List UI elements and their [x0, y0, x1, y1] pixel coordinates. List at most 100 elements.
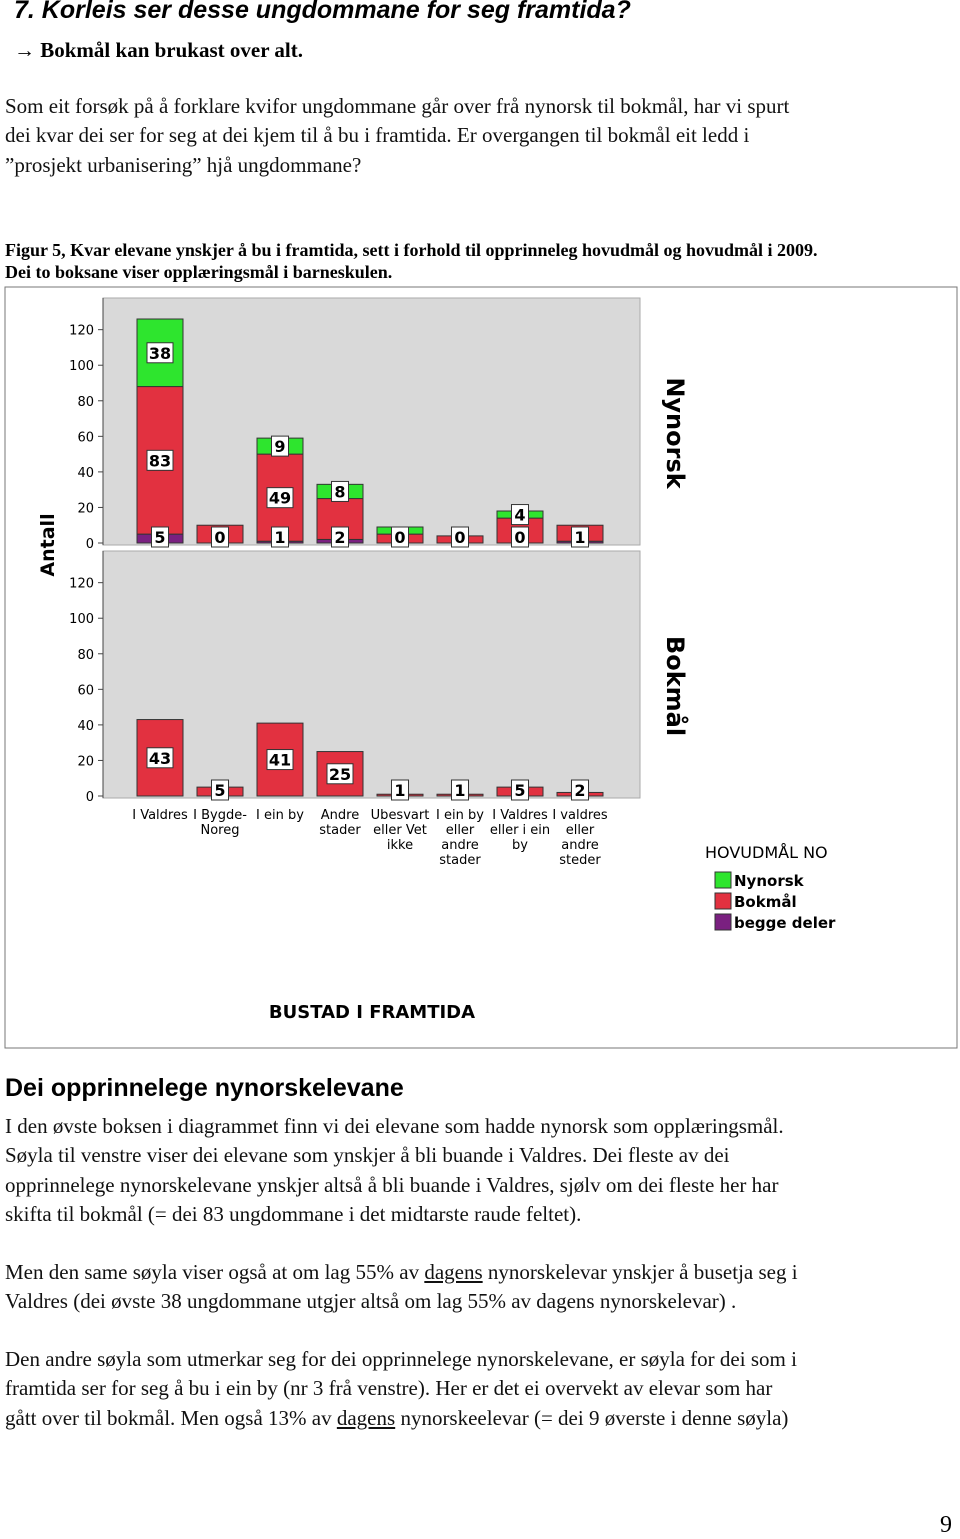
- value-label: 38: [149, 344, 171, 363]
- figure-caption: Figur 5, Kvar elevane ynskjer å bu i fra…: [5, 239, 818, 283]
- intro-paragraph: Som eit forsøk på å forklare kvifor ungd…: [5, 92, 789, 180]
- value-label-box: [326, 763, 354, 785]
- value-label-box: [511, 526, 529, 548]
- value-label-box: [511, 779, 529, 801]
- value-label-box: [451, 779, 469, 801]
- text-line: Søyla til venstre viser dei elevane som …: [5, 1143, 730, 1168]
- legend-swatch: [714, 913, 732, 931]
- paragraph: Men den same søyla viser også at om lag …: [5, 1258, 798, 1317]
- section-title: Dei opprinnelege nynorskelevane: [5, 1074, 404, 1102]
- value-label: 0: [214, 528, 225, 547]
- value-label: 41: [269, 751, 291, 770]
- value-label-box: [271, 526, 289, 548]
- y-tick-label: 80: [77, 395, 94, 410]
- value-label: 2: [334, 528, 345, 547]
- text-line: skifta til bokmål (= dei 83 ungdommane i…: [5, 1201, 582, 1226]
- value-label: 1: [274, 528, 285, 547]
- text-span: gått over til bokmål. Men også 13% av: [5, 1405, 337, 1430]
- y-tick-label: 80: [77, 648, 94, 663]
- value-label-box: [211, 779, 229, 801]
- value-label-box: [151, 526, 169, 548]
- y-tick-label: 20: [77, 501, 94, 516]
- value-label-box: [571, 779, 589, 801]
- value-label: 1: [394, 781, 405, 800]
- panel-label: Nynorsk: [661, 377, 689, 489]
- plot-area: [102, 550, 641, 799]
- text-line: Men den same søyla viser også at om lag …: [5, 1258, 798, 1287]
- value-label: 5: [154, 528, 165, 547]
- value-label: 83: [149, 451, 171, 470]
- value-label: 5: [514, 781, 525, 800]
- value-label-box: [331, 526, 349, 548]
- value-label-box: [146, 747, 174, 769]
- caption-line: Figur 5, Kvar elevane ynskjer å bu i fra…: [5, 240, 818, 260]
- text-span: nynorskelevar ynskjer å busetja seg i: [482, 1259, 798, 1284]
- value-label-box: [266, 749, 294, 771]
- value-label-box: [146, 449, 174, 471]
- text-line: gått over til bokmål. Men også 13% av da…: [5, 1404, 798, 1433]
- x-tick-label: I Bygde-Noreg: [193, 808, 247, 838]
- y-tick-label: 120: [69, 324, 94, 339]
- value-label: 8: [334, 482, 345, 501]
- x-axis-title: BUSTAD I FRAMTIDA: [269, 1002, 475, 1023]
- value-label: 9: [274, 437, 285, 456]
- y-axis-title: Antall: [37, 513, 59, 576]
- value-label: 0: [454, 528, 465, 547]
- value-label-box: [211, 526, 229, 548]
- text-line: opprinnelege nynorskelevane ynskjer alts…: [5, 1172, 779, 1197]
- x-tick-label: I Valdres eller i ein by: [490, 808, 550, 853]
- paragraph: I den øvste boksen i diagrammet finn vi …: [5, 1112, 798, 1229]
- value-label-box: [571, 526, 589, 548]
- y-tick-label: 20: [77, 754, 94, 769]
- section-body: I den øvste boksen i diagrammet finn vi …: [5, 1112, 798, 1461]
- text-line: ”prosjekt urbanisering” hjå ungdommane?: [5, 152, 362, 177]
- value-label: 5: [214, 781, 225, 800]
- value-label: 2: [574, 781, 585, 800]
- value-label: 25: [329, 765, 351, 784]
- legend-label: Nynorsk: [734, 872, 805, 890]
- text-line: framtida ser for seg å bu i ein by (nr 3…: [5, 1376, 773, 1401]
- legend-swatch: [714, 892, 732, 910]
- panel-label: Bokmål: [661, 636, 690, 736]
- heading: 7. Korleis ser desse ungdommane for seg …: [14, 0, 631, 24]
- text-line: Valdres (dei øvste 38 ungdommane utgjer …: [5, 1289, 737, 1314]
- x-tick-label: I valdres eller andre steder: [552, 808, 608, 868]
- x-tick-label: I ein by: [256, 808, 304, 823]
- y-tick-label: 120: [69, 577, 94, 592]
- text-line: Den andre søyla som utmerkar seg for dei…: [5, 1346, 797, 1371]
- y-tick-label: 100: [69, 612, 94, 627]
- legend-label: begge deler: [734, 914, 836, 932]
- text-line: Som eit forsøk på å forklare kvifor ungd…: [5, 94, 790, 118]
- subheading: → Bokmål kan brukast over alt.: [14, 38, 303, 62]
- value-label-box: [511, 504, 529, 526]
- text-span: nynorskeelevar (= dei 9 øverste i denne …: [395, 1405, 789, 1430]
- value-label-box: [331, 480, 349, 502]
- value-label-box: [451, 526, 469, 548]
- value-label-box: [266, 487, 294, 509]
- legend-label: Bokmål: [734, 893, 797, 911]
- underlined-text: dagens: [336, 1405, 396, 1430]
- underlined-text: dagens: [424, 1259, 483, 1284]
- x-tick-label: I Valdres: [132, 808, 188, 823]
- caption-line: Dei to boksane viser opplæringsmål i bar…: [5, 262, 393, 282]
- y-tick-label: 60: [77, 430, 94, 445]
- y-tick-label: 60: [77, 683, 94, 698]
- y-tick-label: 100: [69, 359, 94, 374]
- legend-swatch: [714, 871, 732, 889]
- value-label: 4: [514, 506, 525, 525]
- text-line: dei kvar dei ser for seg at dei kjem til…: [5, 123, 750, 148]
- value-label: 0: [514, 528, 525, 547]
- plot-area: [102, 297, 641, 546]
- value-label-box: [391, 779, 409, 801]
- value-label: 1: [454, 781, 465, 800]
- paragraph: Den andre søyla som utmerkar seg for dei…: [5, 1345, 798, 1433]
- value-label-box: [271, 435, 289, 457]
- text-line: I den øvste boksen i diagrammet finn vi …: [5, 1114, 784, 1138]
- y-tick-label: 40: [77, 466, 94, 481]
- x-tick-label: Ubesvart eller Vet ikke: [371, 808, 430, 853]
- y-tick-label: 0: [86, 537, 94, 552]
- x-tick-label: Andre stader: [319, 808, 361, 838]
- y-tick-label: 0: [86, 790, 94, 805]
